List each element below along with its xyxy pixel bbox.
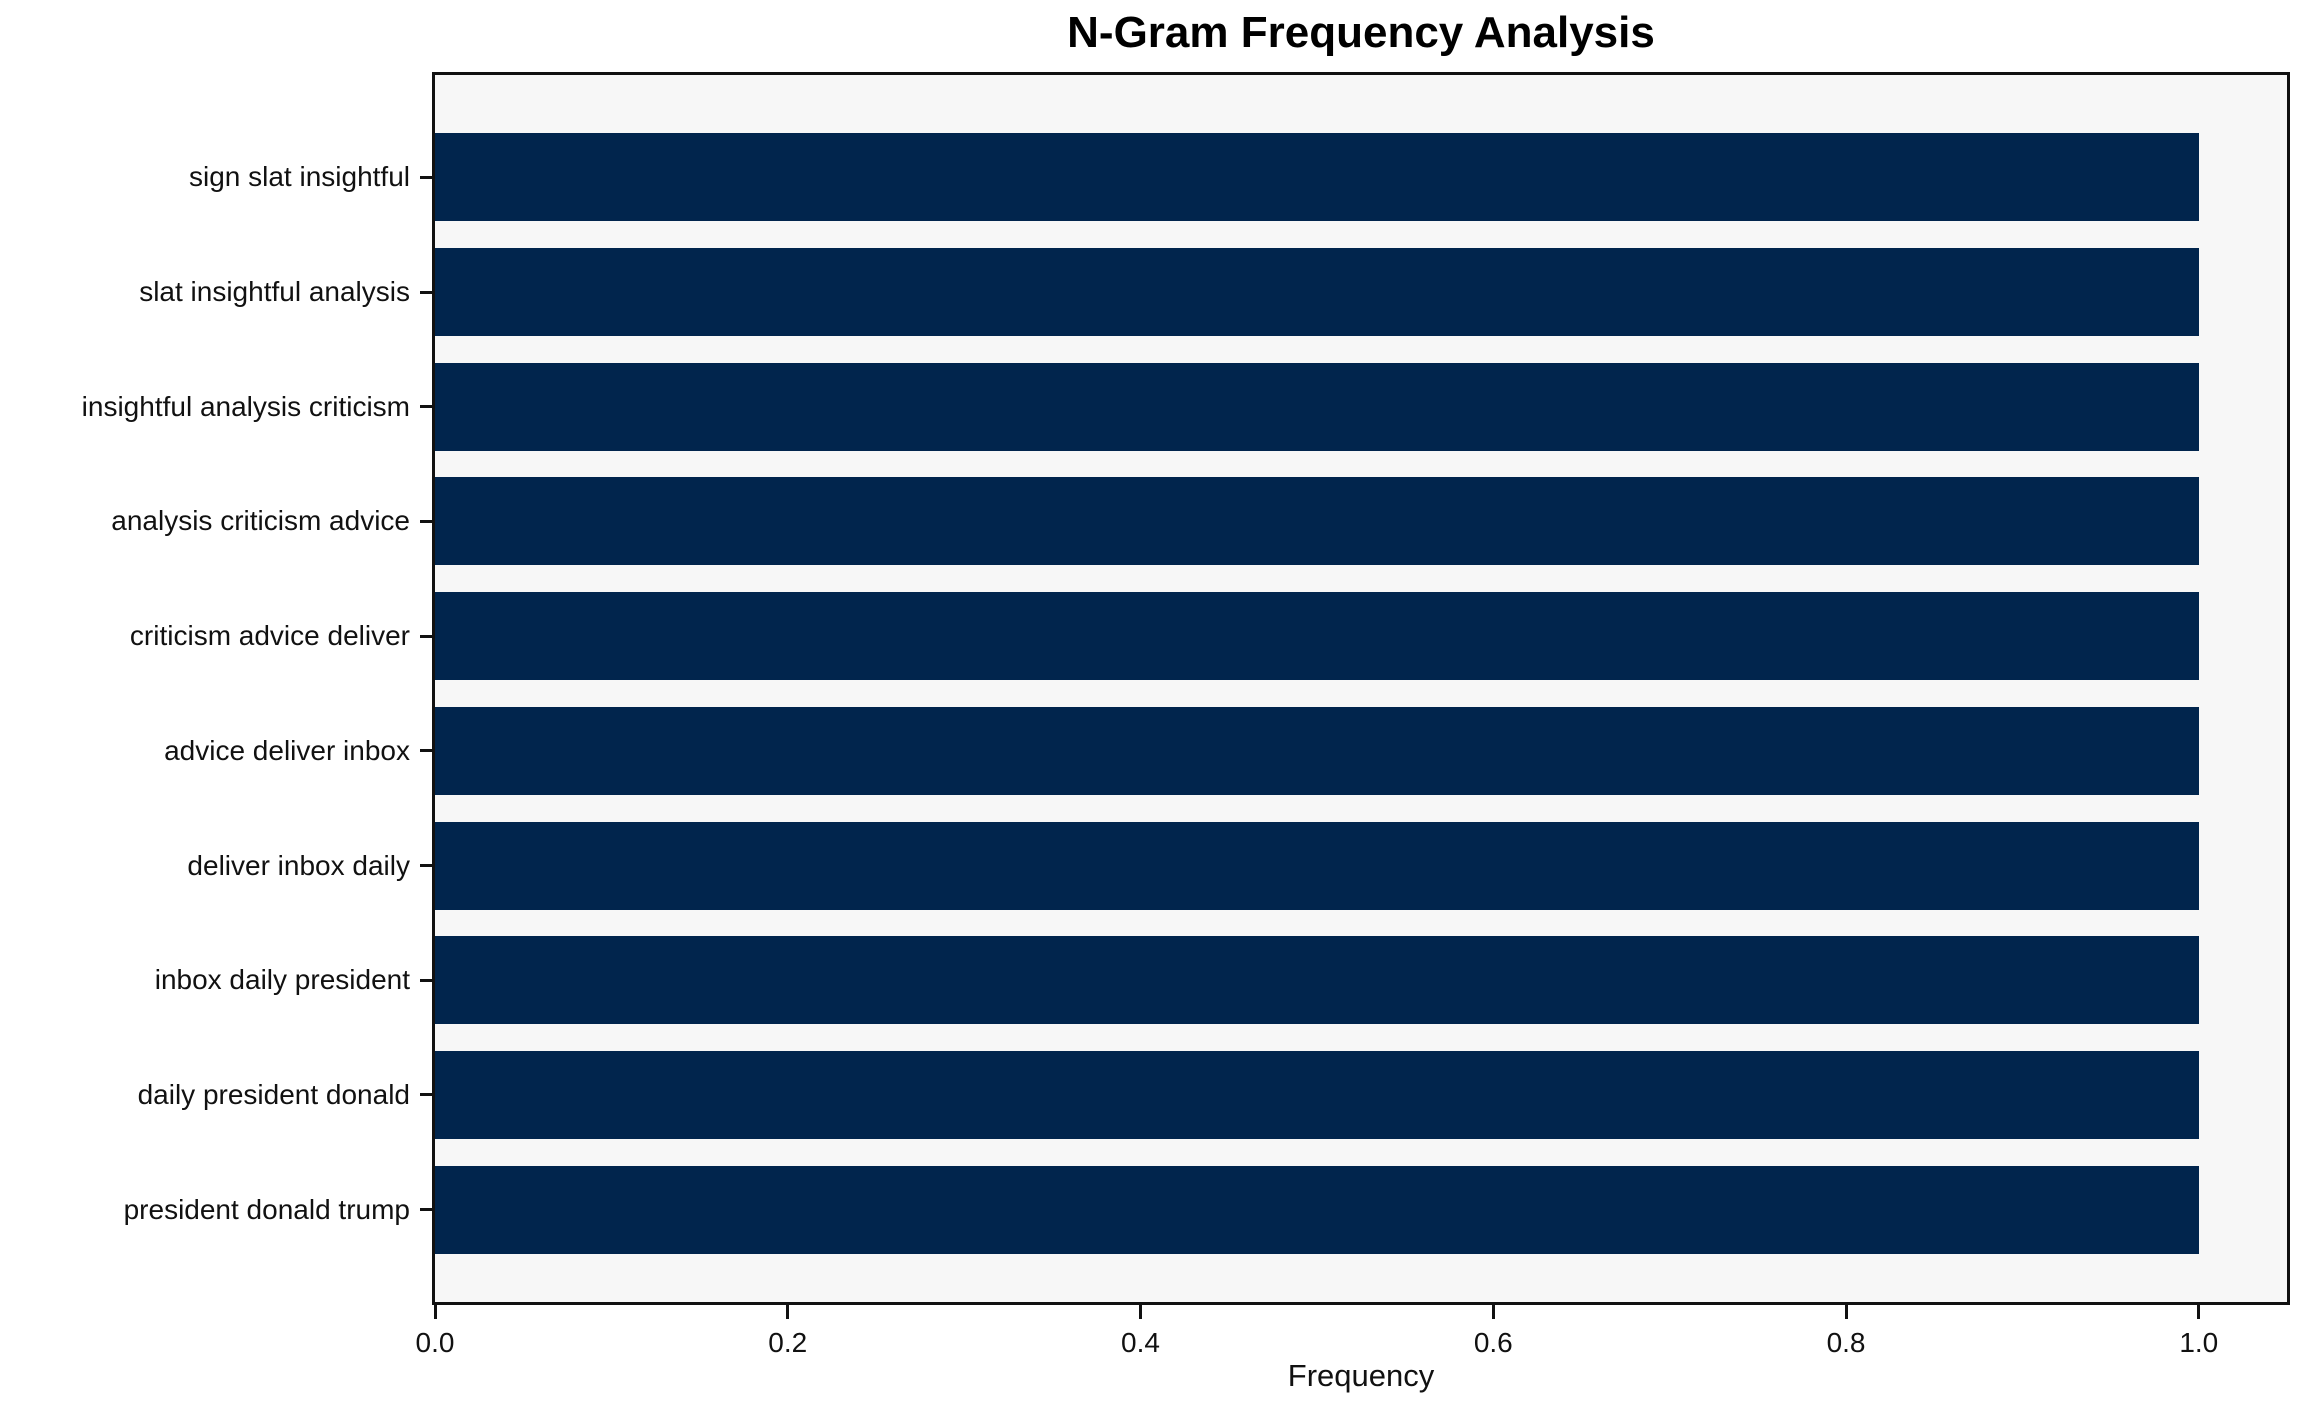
- bar: [435, 133, 2199, 222]
- bar-row: [435, 349, 2287, 464]
- xtick-mark: [1491, 1305, 1495, 1319]
- bar-row: [435, 1038, 2287, 1153]
- ytick-label: daily president donald: [137, 1078, 410, 1110]
- bar: [435, 706, 2199, 795]
- bar: [435, 477, 2199, 566]
- bars: [435, 75, 2287, 1302]
- xtick-mark: [2197, 1305, 2201, 1319]
- ytick-row: sign slat insightful: [0, 120, 432, 235]
- ytick-row: criticism advice deliver: [0, 579, 432, 694]
- ytick-label: sign slat insightful: [188, 161, 410, 193]
- ytick-label: criticism advice deliver: [129, 620, 410, 652]
- ytick-mark: [420, 978, 432, 982]
- bar-row: [435, 808, 2287, 923]
- bar-row: [435, 923, 2287, 1038]
- x-axis: 0.0 0.2 0.4 0.6 0.8 1.0: [416, 1305, 2287, 1375]
- ytick-label: insightful analysis criticism: [81, 390, 410, 422]
- xtick-label: 1.0: [2179, 1327, 2219, 1358]
- ytick-mark: [420, 290, 432, 294]
- x-axis-label: Frequency: [1287, 1358, 1435, 1393]
- ytick-mark: [420, 405, 432, 409]
- bar-row: [435, 1152, 2287, 1267]
- xtick-label: 0.4: [1121, 1327, 1160, 1358]
- bar: [435, 936, 2199, 1025]
- ytick-row: slat insightful analysis: [0, 235, 432, 350]
- ytick-label: inbox daily president: [154, 964, 410, 996]
- bar: [435, 592, 2199, 681]
- bar: [435, 821, 2199, 910]
- ytick-mark: [420, 175, 432, 179]
- ytick-mark: [420, 749, 432, 753]
- ytick-row: deliver inbox daily: [0, 808, 432, 923]
- ytick-label: president donald trump: [123, 1193, 410, 1225]
- ytick-label: advice deliver inbox: [164, 734, 410, 766]
- ytick-mark: [420, 519, 432, 523]
- xtick-label: 0.8: [1826, 1327, 1866, 1358]
- y-axis: sign slat insightful slat insightful anal…: [0, 72, 432, 1305]
- xtick-mark: [433, 1305, 437, 1319]
- ytick-row: insightful analysis criticism: [0, 349, 432, 464]
- xtick-label: 0.2: [768, 1327, 808, 1358]
- ytick-label: deliver inbox daily: [187, 849, 410, 881]
- ytick-row: president donald trump: [0, 1152, 432, 1267]
- ytick-mark: [420, 1093, 432, 1097]
- plot-area: [432, 72, 2290, 1305]
- xtick-label: 0.0: [415, 1327, 455, 1358]
- xtick-label: 0.6: [1473, 1327, 1513, 1358]
- bar-row: [435, 694, 2287, 809]
- xtick-mark: [1844, 1305, 1848, 1319]
- bar: [435, 1050, 2199, 1139]
- xtick-mark: [786, 1305, 790, 1319]
- ytick-row: analysis criticism advice: [0, 464, 432, 579]
- ytick-label: slat insightful analysis: [139, 276, 410, 308]
- bar: [435, 248, 2199, 337]
- xtick-mark: [1139, 1305, 1143, 1319]
- bar-row: [435, 235, 2287, 350]
- bar-row: [435, 464, 2287, 579]
- ytick-label: analysis criticism advice: [111, 505, 410, 537]
- bar-row: [435, 120, 2287, 235]
- ytick-mark: [420, 864, 432, 868]
- ytick-row: inbox daily president: [0, 923, 432, 1038]
- bar: [435, 1165, 2199, 1254]
- bar: [435, 362, 2199, 451]
- ytick-row: advice deliver inbox: [0, 694, 432, 809]
- ytick-mark: [420, 1208, 432, 1212]
- chart-title: N-Gram Frequency Analysis: [1067, 8, 1655, 57]
- ytick-mark: [420, 634, 432, 638]
- bar-row: [435, 579, 2287, 694]
- ytick-row: daily president donald: [0, 1038, 432, 1153]
